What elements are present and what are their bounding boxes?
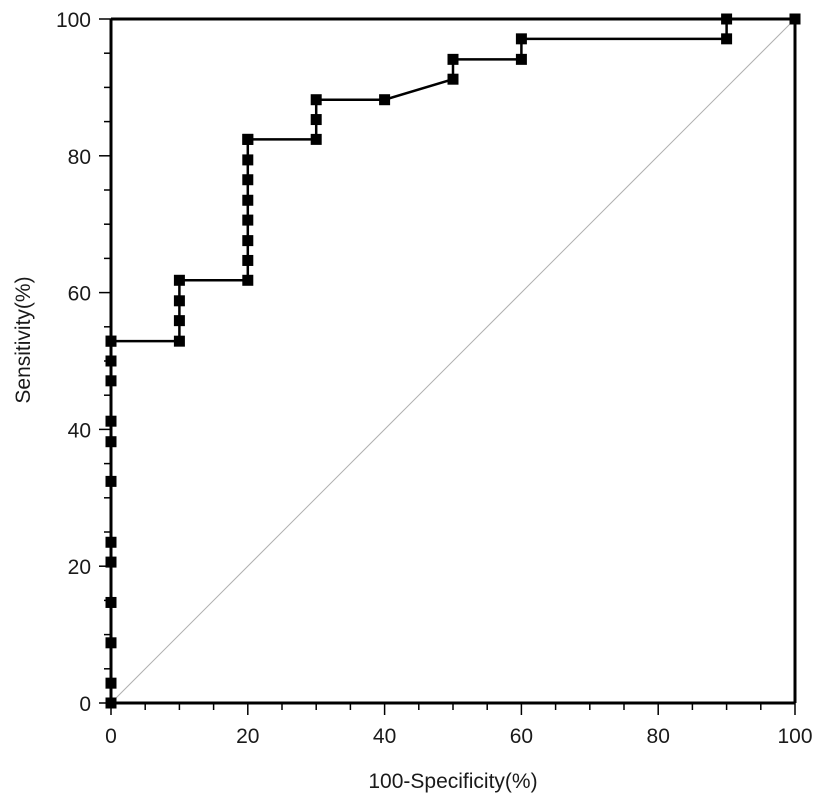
roc-point-marker [515, 33, 527, 45]
roc-point-marker [310, 94, 322, 106]
x-tick-label: 0 [105, 725, 117, 748]
roc-point-marker [105, 375, 117, 387]
roc-point-marker [105, 536, 117, 548]
roc-point-marker [105, 475, 117, 487]
y-axis-title: Sensitivity(%) [12, 276, 35, 403]
y-tick-label: 60 [68, 283, 91, 306]
roc-point-marker [242, 174, 254, 186]
roc-point-marker [310, 133, 322, 145]
y-tick-label: 100 [56, 9, 91, 32]
x-tick-label: 80 [647, 725, 670, 748]
roc-point-marker [721, 13, 733, 25]
roc-point-marker [105, 697, 117, 709]
y-tick-label: 80 [68, 146, 91, 169]
roc-point-marker [242, 194, 254, 206]
roc-point-marker [447, 53, 459, 65]
roc-point-marker [242, 235, 254, 247]
roc-point-marker [789, 13, 801, 25]
roc-point-marker [379, 94, 391, 106]
roc-point-marker [242, 154, 254, 166]
roc-point-marker [242, 274, 254, 286]
roc-point-marker [105, 436, 117, 448]
roc-point-marker [105, 556, 117, 568]
roc-point-marker [105, 677, 117, 689]
x-tick-label: 40 [373, 725, 396, 748]
roc-point-marker [242, 214, 254, 226]
roc-point-marker [105, 355, 117, 367]
y-tick-label: 40 [68, 419, 91, 442]
reference-diagonal-line [110, 18, 796, 704]
y-tick-label: 20 [68, 556, 91, 579]
roc-point-marker [173, 295, 185, 307]
axis-ticks [99, 18, 796, 715]
roc-point-marker [105, 335, 117, 347]
roc-point-marker [242, 254, 254, 266]
roc-point-marker [242, 133, 254, 145]
roc-point-marker [173, 315, 185, 327]
x-tick-label: 20 [236, 725, 259, 748]
x-axis-title: 100-Specificity(%) [368, 770, 537, 793]
y-tick-label: 0 [79, 693, 91, 716]
roc-point-marker [310, 114, 322, 126]
roc-markers-layer [105, 13, 801, 709]
x-tick-label: 100 [777, 725, 812, 748]
roc-point-marker [105, 637, 117, 649]
roc-point-marker [447, 73, 459, 85]
roc-point-marker [105, 596, 117, 608]
reference-diagonal-layer [110, 18, 796, 704]
tick-labels: 0 20 40 60 80 100 0 20 40 60 80 100 [56, 9, 813, 748]
roc-point-marker [173, 335, 185, 347]
roc-point-marker [721, 33, 733, 45]
roc-point-marker [105, 415, 117, 427]
roc-point-marker [515, 53, 527, 65]
roc-point-marker [173, 274, 185, 286]
x-tick-label: 60 [510, 725, 533, 748]
